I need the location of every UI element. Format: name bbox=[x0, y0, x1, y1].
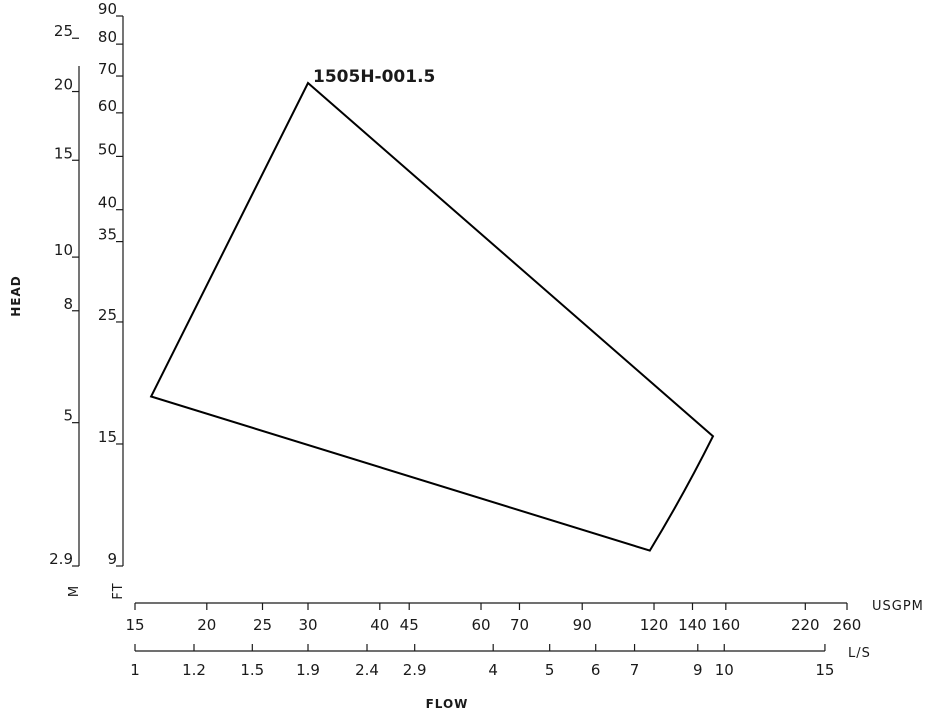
ls-tick-label: 1.5 bbox=[240, 661, 264, 679]
m-tick-label: 10 bbox=[54, 241, 73, 259]
curve-group bbox=[149, 81, 715, 552]
m-tick-label: 15 bbox=[54, 144, 73, 162]
performance-curve bbox=[149, 81, 715, 552]
m-tick-label: 8 bbox=[63, 295, 73, 313]
ft-tick-label: 40 bbox=[98, 194, 117, 212]
ft-tick-label: 25 bbox=[98, 306, 117, 324]
m-tick-label: 20 bbox=[54, 76, 73, 94]
m-unit-label: M bbox=[67, 585, 82, 597]
ls-unit-label: L/S bbox=[848, 646, 871, 661]
ls-tick-label: 4 bbox=[488, 661, 498, 679]
ft-tick-label: 9 bbox=[107, 550, 117, 568]
gpm-unit-label: USGPM bbox=[872, 599, 924, 614]
ls-tick-label: 7 bbox=[630, 661, 640, 679]
m-tick-label: 25 bbox=[54, 22, 73, 40]
gpm-tick-label: 60 bbox=[471, 616, 490, 634]
gpm-tick-label: 260 bbox=[833, 616, 862, 634]
ft-tick-label: 90 bbox=[98, 0, 117, 18]
gpm-tick-label: 70 bbox=[510, 616, 529, 634]
gpm-tick-label: 20 bbox=[197, 616, 216, 634]
y-axis-title: HEAD bbox=[9, 275, 23, 317]
ls-tick-label: 9 bbox=[693, 661, 703, 679]
ls-tick-label: 1.9 bbox=[296, 661, 320, 679]
gpm-tick-label: 45 bbox=[400, 616, 419, 634]
ft-tick-label: 50 bbox=[98, 140, 117, 158]
gpm-tick-label: 140 bbox=[678, 616, 707, 634]
gpm-tick-label: 15 bbox=[125, 616, 144, 634]
gpm-tick-label: 90 bbox=[573, 616, 592, 634]
labels-group: 9152535405060708090FT2.95810152025MHEAD1… bbox=[9, 0, 924, 711]
ls-tick-label: 2.9 bbox=[403, 661, 427, 679]
ls-tick-label: 1.2 bbox=[182, 661, 206, 679]
curve-label: 1505H-001.5 bbox=[313, 67, 435, 87]
ls-tick-label: 2.4 bbox=[355, 661, 379, 679]
ls-tick-label: 5 bbox=[545, 661, 555, 679]
gpm-tick-label: 220 bbox=[791, 616, 820, 634]
ft-tick-label: 80 bbox=[98, 28, 117, 46]
ls-tick-label: 1 bbox=[130, 661, 140, 679]
gpm-tick-label: 30 bbox=[298, 616, 317, 634]
gpm-tick-label: 120 bbox=[640, 616, 669, 634]
ls-tick-label: 6 bbox=[591, 661, 601, 679]
m-tick-label: 5 bbox=[63, 407, 73, 425]
axes-group bbox=[72, 15, 848, 652]
x-axis-title: FLOW bbox=[426, 697, 469, 711]
gpm-tick-label: 25 bbox=[253, 616, 272, 634]
ft-tick-label: 15 bbox=[98, 428, 117, 446]
m-tick-label: 2.9 bbox=[49, 550, 73, 568]
ft-unit-label: FT bbox=[111, 582, 126, 599]
ls-tick-label: 15 bbox=[815, 661, 834, 679]
ls-tick-label: 10 bbox=[715, 661, 734, 679]
gpm-tick-label: 40 bbox=[370, 616, 389, 634]
ft-tick-label: 70 bbox=[98, 60, 117, 78]
ft-tick-label: 60 bbox=[98, 97, 117, 115]
ft-tick-label: 35 bbox=[98, 226, 117, 244]
gpm-tick-label: 160 bbox=[711, 616, 740, 634]
